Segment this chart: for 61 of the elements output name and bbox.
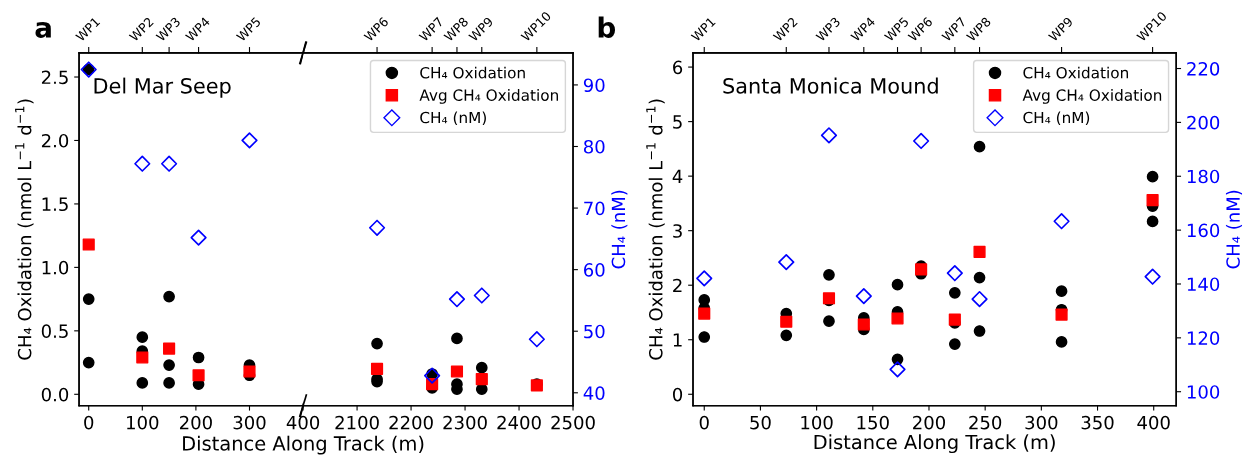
legend-label: CH₄ Oxidation bbox=[1023, 66, 1128, 79]
x-tick-label: 200 bbox=[913, 415, 946, 430]
y-axis-title: CH₄ Oxidation (nmol L$^{−1}$ d$^{−1}$) bbox=[15, 99, 34, 360]
y-tick-label: 2.0 bbox=[41, 133, 69, 148]
y2-tick-label: 80 bbox=[583, 139, 605, 154]
legend-label: CH₄ (nM) bbox=[1023, 111, 1090, 126]
y2-tick-label: 180 bbox=[1187, 169, 1220, 184]
x-tick-label: 2300 bbox=[443, 415, 487, 430]
y2-tick-label: 60 bbox=[584, 263, 605, 277]
annotation: Del Mar Seep bbox=[94, 77, 231, 98]
x-tick-label: 400 bbox=[1137, 415, 1170, 430]
x-tick-label: 50 bbox=[750, 415, 771, 430]
y-tick-label: 6 bbox=[673, 60, 683, 75]
y2-axis-title: CH₄ (nM) bbox=[611, 190, 628, 269]
y2-tick-label: 100 bbox=[1187, 385, 1220, 399]
y2-tick-label: 40 bbox=[583, 386, 605, 400]
x-tick-label: 0 bbox=[84, 415, 94, 430]
y2-tick-label: 140 bbox=[1187, 277, 1220, 292]
legend-label: CH₄ (nM) bbox=[420, 111, 486, 126]
y-tick-label: 0.0 bbox=[41, 387, 69, 402]
y-tick-label: 0 bbox=[672, 387, 683, 402]
legend-label: Avg CH₄ Oxidation bbox=[1022, 89, 1162, 104]
x-axis-title: Distance Along Track (m) bbox=[183, 435, 424, 455]
x-tick-label: 300 bbox=[1025, 415, 1058, 430]
x-tick-label: 400 bbox=[286, 415, 320, 430]
y-tick-label: 1.5 bbox=[42, 197, 68, 212]
x-tick-label: 0 bbox=[699, 415, 709, 430]
y-tick-label: 4 bbox=[672, 169, 683, 183]
y2-tick-label: 50 bbox=[584, 324, 605, 339]
y2-tick-label: 120 bbox=[1187, 331, 1220, 345]
x-tick-label: 300 bbox=[233, 415, 266, 430]
y-tick-label: 2.5 bbox=[41, 70, 68, 85]
y-tick-label: 1 bbox=[673, 333, 682, 347]
x-tick-label: 100 bbox=[127, 415, 159, 430]
legend-label: CH₄ Oxidation bbox=[420, 66, 525, 79]
x-tick-label: 250 bbox=[969, 415, 1002, 430]
x-tick-label: 2100 bbox=[335, 415, 379, 430]
x-tick-label: 2400 bbox=[497, 415, 541, 430]
y2-tick-label: 160 bbox=[1187, 223, 1220, 238]
y-axis-title: CH₄ Oxidation (nmol L$^{−1}$ d$^{−1}$) bbox=[646, 99, 665, 360]
x-tick-label: 150 bbox=[857, 415, 889, 430]
y2-tick-label: 200 bbox=[1187, 115, 1220, 130]
annotation: Santa Monica Mound bbox=[723, 77, 938, 94]
chart-title: a bbox=[35, 21, 51, 38]
x-tick-label: 350 bbox=[1081, 415, 1114, 430]
y-tick-label: 3 bbox=[673, 224, 682, 238]
y2-tick-label: 220 bbox=[1187, 61, 1220, 76]
chart-title: b bbox=[598, 16, 616, 38]
x-tick-label: 2500 bbox=[551, 415, 595, 430]
x-axis-title: Distance Along Track (m) bbox=[814, 434, 1055, 454]
y2-axis-title: CH₄ (nM) bbox=[1225, 190, 1243, 269]
y2-tick-label: 90 bbox=[583, 78, 605, 93]
y-tick-label: 1.0 bbox=[42, 260, 69, 275]
x-tick-label: 200 bbox=[179, 415, 212, 430]
x-tick-label: 2200 bbox=[389, 415, 433, 430]
y-tick-label: 0.5 bbox=[41, 324, 68, 338]
x-tick-label: 100 bbox=[801, 415, 833, 430]
y2-tick-label: 70 bbox=[584, 201, 605, 216]
y-tick-label: 2 bbox=[673, 278, 682, 293]
legend-label: Avg CH₄ Oxidation bbox=[419, 89, 558, 104]
y-tick-label: 5 bbox=[673, 115, 682, 129]
